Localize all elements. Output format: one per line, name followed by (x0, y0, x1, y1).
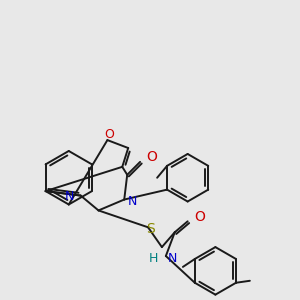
Text: S: S (147, 222, 155, 236)
Text: N: N (168, 253, 177, 266)
Text: O: O (195, 210, 206, 224)
Text: O: O (146, 150, 157, 164)
Text: N: N (128, 195, 138, 208)
Text: N: N (64, 190, 74, 203)
Text: O: O (104, 128, 114, 141)
Text: H: H (148, 253, 158, 266)
